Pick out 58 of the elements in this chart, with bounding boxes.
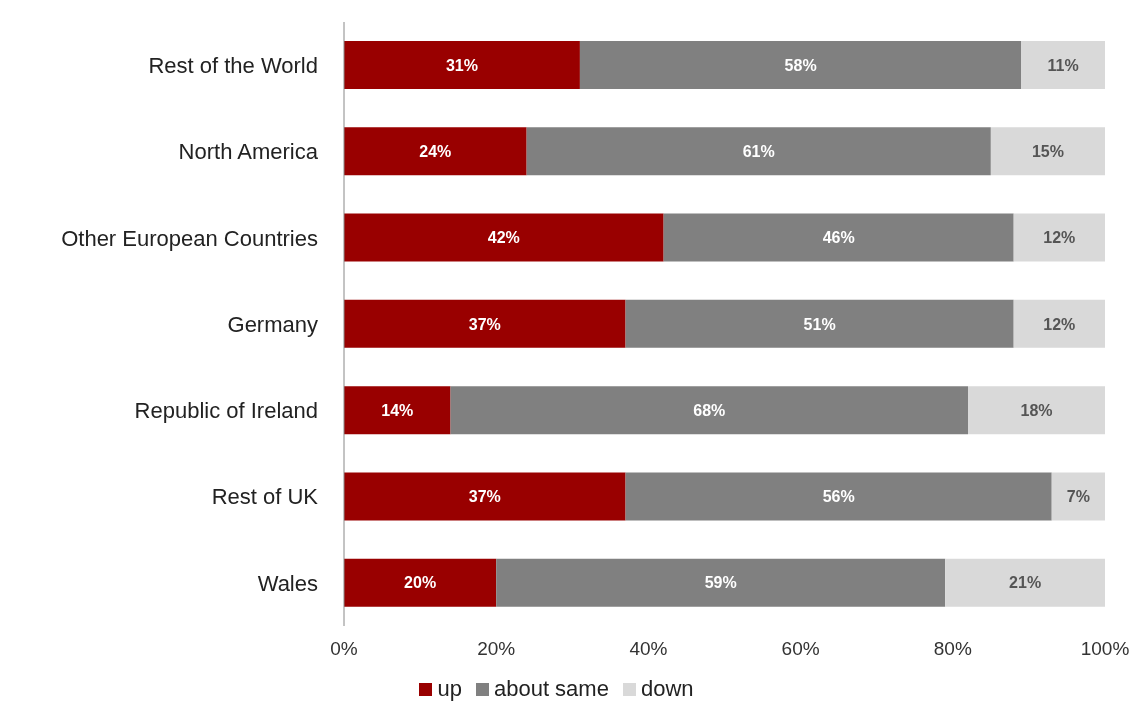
data-label: 18%	[1020, 401, 1053, 419]
bar	[344, 299, 626, 348]
data-label: 58%	[784, 56, 817, 74]
bar	[344, 386, 451, 435]
data-label: 61%	[742, 142, 775, 160]
y-tick-label: Wales	[257, 570, 318, 596]
data-label: 21%	[1009, 574, 1042, 592]
legend-label: up	[436, 676, 462, 702]
bar	[344, 127, 527, 176]
x-tick-label: 60%	[781, 638, 820, 660]
data-label: 12%	[1043, 315, 1076, 333]
data-label: 24%	[419, 142, 452, 160]
bar	[450, 386, 969, 435]
bar	[344, 472, 626, 521]
data-label: 12%	[1043, 229, 1076, 247]
data-label: 15%	[1031, 142, 1064, 160]
bar	[1051, 472, 1105, 521]
x-tick-label: 100%	[1080, 638, 1130, 660]
bar	[1021, 41, 1105, 89]
y-tick-label: Germany	[227, 311, 318, 337]
y-tick-label: North America	[178, 139, 319, 165]
bar	[663, 213, 1014, 262]
data-label: 11%	[1047, 56, 1079, 74]
data-label: 7%	[1066, 488, 1090, 506]
data-label: 46%	[822, 229, 855, 247]
y-tick-label: Rest of UK	[211, 484, 319, 510]
y-tick-label: Rest of the World	[148, 52, 318, 78]
bar	[968, 386, 1105, 435]
x-tick-label: 0%	[330, 638, 358, 660]
bar	[1013, 213, 1105, 262]
data-label: 68%	[693, 401, 726, 419]
data-label: 14%	[381, 401, 414, 419]
data-label: 37%	[468, 315, 501, 333]
bar	[526, 127, 991, 176]
data-label: 42%	[487, 229, 520, 247]
data-label: 51%	[803, 315, 836, 333]
bar	[990, 127, 1105, 176]
bar	[496, 558, 946, 607]
bar	[344, 558, 497, 607]
bar	[625, 299, 1014, 348]
y-tick-label: Other European Countries	[61, 225, 318, 251]
bar	[579, 41, 1022, 89]
bar	[344, 213, 664, 262]
x-tick-label: 20%	[477, 638, 516, 660]
data-label: 20%	[404, 574, 437, 592]
data-label: 31%	[445, 56, 478, 74]
data-label: 56%	[822, 488, 855, 506]
x-tick-label: 40%	[629, 638, 668, 660]
data-label: 37%	[468, 488, 501, 506]
data-label: 59%	[704, 574, 737, 592]
legend-label: down	[639, 676, 694, 702]
bar	[945, 558, 1105, 607]
bar	[344, 41, 580, 89]
x-tick-label: 80%	[933, 638, 972, 660]
bar	[625, 472, 1052, 521]
legend-label: about same	[492, 676, 609, 702]
bar	[1013, 299, 1105, 348]
y-tick-label: Republic of Ireland	[134, 398, 318, 424]
